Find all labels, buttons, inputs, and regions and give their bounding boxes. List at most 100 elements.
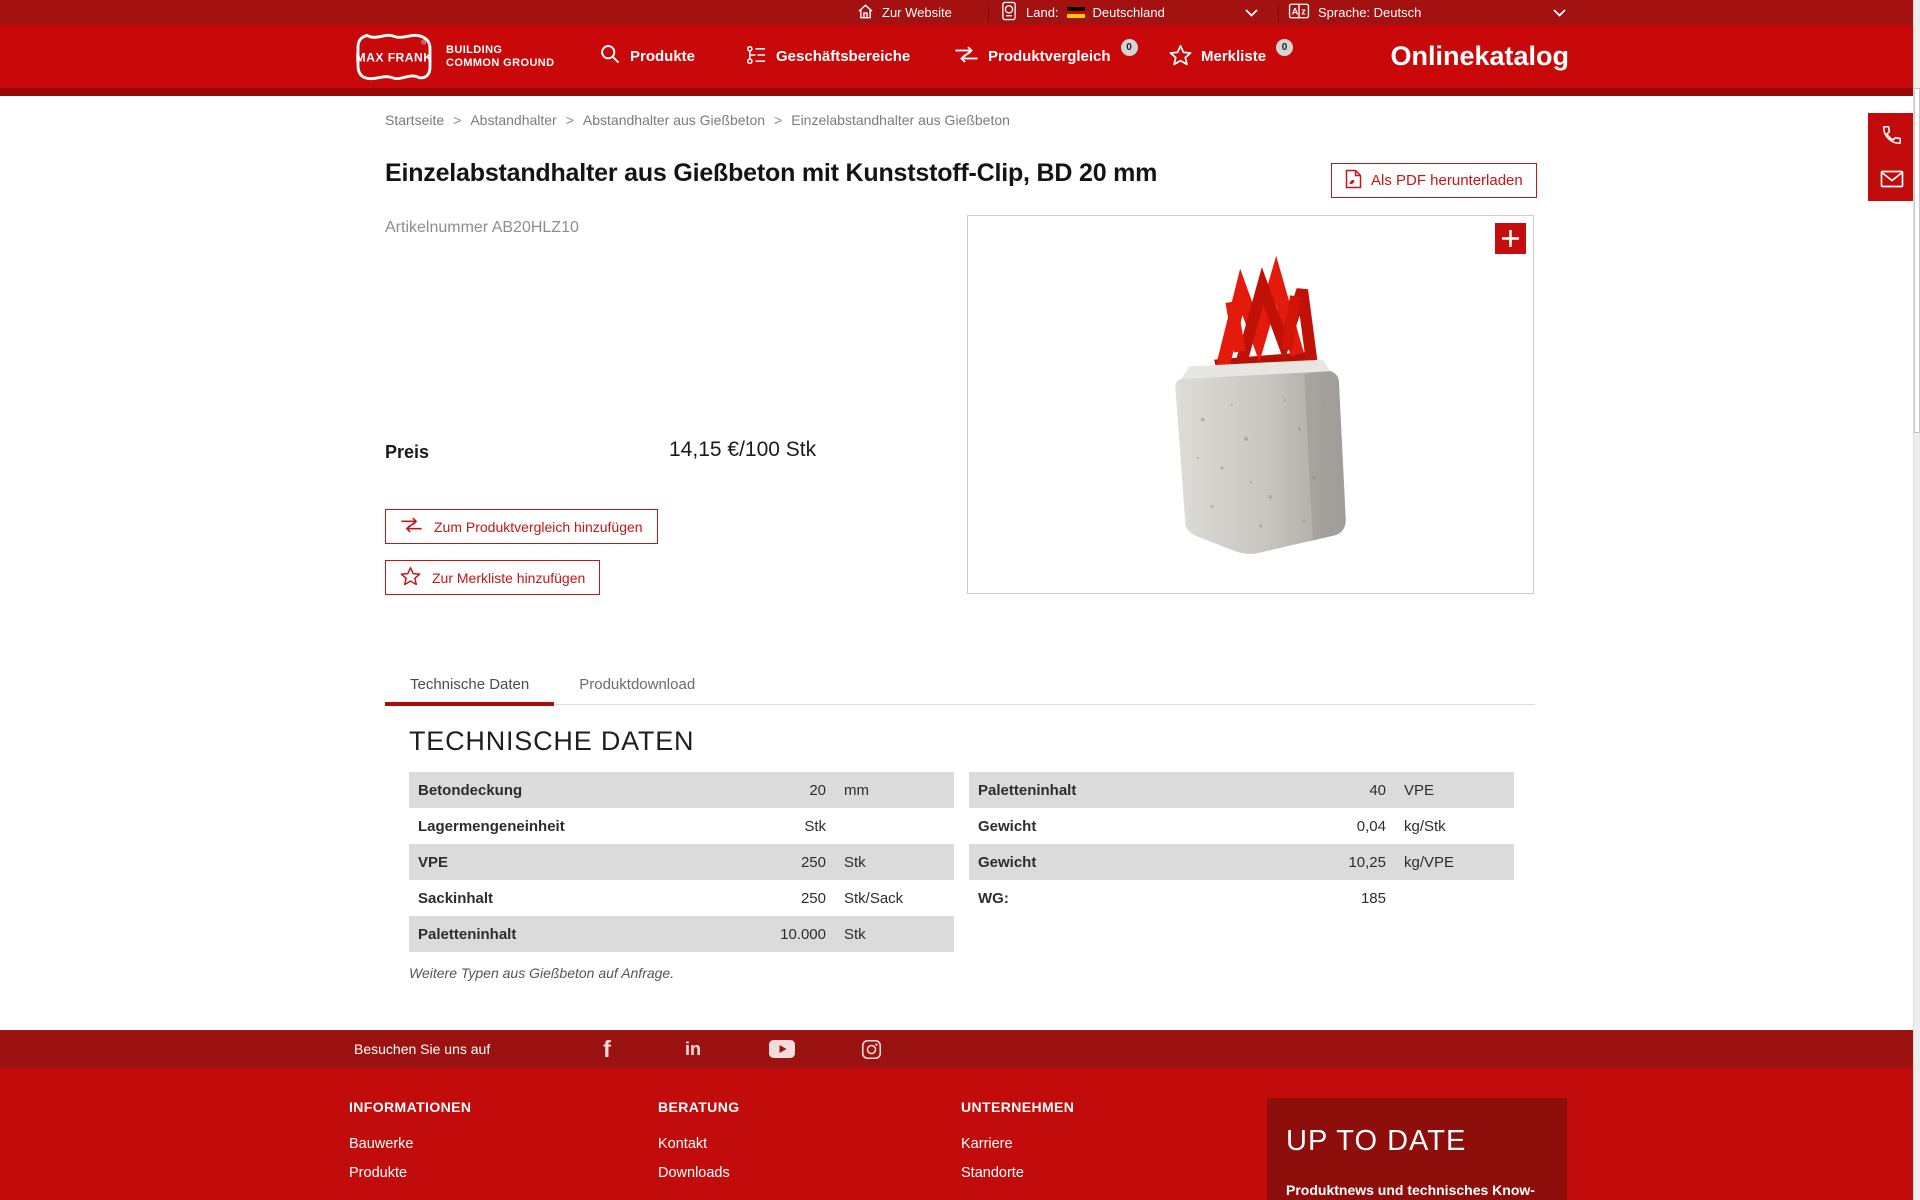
footer-col-informationen: INFORMATIONEN Bauwerke Produkte [349,1099,472,1181]
main-header: MAX FRANK ® BUILDING COMMON GROUND Produ… [0,25,1920,88]
table-row: Gewicht 10,25 kg/VPE [969,844,1514,880]
download-pdf-button[interactable]: Als PDF herunterladen [1331,163,1537,198]
tech-note: Weitere Typen aus Gießbeton auf Anfrage. [409,965,675,981]
detail-tabs: Technische Daten Produktdownload [385,665,1535,706]
breadcrumb-abstandhalter[interactable]: Abstandhalter [470,112,557,128]
flag-de-icon [1066,7,1085,18]
table-row: Betondeckung 20 mm [409,772,954,808]
star-icon [1169,44,1192,70]
price-label: Preis [385,442,430,462]
breadcrumb-giessbeton[interactable]: Abstandhalter aus Gießbeton [582,112,766,128]
footer-link-bauwerke[interactable]: Bauwerke [349,1136,414,1152]
footer-link-standorte[interactable]: Standorte [961,1165,1024,1181]
table-row: Sackinhalt 250 Stk/Sack [418,889,904,907]
footer-link-downloads[interactable]: Downloads [658,1165,730,1181]
breadcrumb-separator [774,112,782,128]
scrollbar-thumb[interactable] [1914,88,1920,433]
merkliste-count-badge: 0 [1276,39,1294,56]
footer-link-produkte[interactable]: Produkte [349,1165,408,1181]
footer-link-kontakt[interactable]: Kontakt [658,1136,708,1152]
logo-tagline: BUILDING COMMON GROUND [446,44,555,69]
max-frank-logo[interactable]: MAX FRANK ® BUILDING COMMON GROUND [353,30,554,84]
scrollbar[interactable] [1913,0,1920,1200]
table-row: Lagermengeneinheit Stk [418,817,826,835]
youtube-icon[interactable] [769,1030,795,1068]
article-number: Artikelnummer AB20HLZ10 [385,219,579,236]
up-to-date-box: UP TO DATE Produktnews und technisches K… [1267,1098,1567,1200]
logo-mark-icon: MAX FRANK ® [356,33,433,81]
phone-icon [1882,125,1901,145]
facebook-icon[interactable]: f [603,1035,611,1062]
home-icon [857,3,874,23]
search-icon [600,44,621,69]
tab-technische-daten[interactable]: Technische Daten [385,665,555,706]
table-row: Gewicht 0,04 kg/Stk [978,817,1446,835]
nav-produktvergleich[interactable]: Produktvergleich 0 [954,25,1138,88]
compare-count-badge: 0 [1120,39,1138,56]
product-photo [968,216,1533,593]
nav-geschaeftsbereiche[interactable]: Geschäftsbereiche [746,25,910,88]
footer-link-karriere[interactable]: Karriere [961,1136,1013,1152]
star-icon [400,566,421,589]
nav-merkliste[interactable]: Merkliste 0 [1169,25,1294,88]
svg-text:A: A [1292,7,1299,17]
header-accent-strip [0,88,1920,96]
nav-produkte[interactable]: Produkte [600,25,695,88]
breadcrumb-startseite[interactable]: Startseite [385,112,445,128]
svg-text:®: ® [421,38,426,46]
table-row: WG: 185 [978,889,1386,907]
tech-table-right: Paletteninhalt 40 VPE Gewicht 0,04 kg/Stk Ge… [969,772,1514,952]
language-label: Sprache: Deutsch [1318,5,1422,20]
uptodate-text: Produktnews und technisches Know- [1286,1182,1535,1198]
table-row: VPE 250 Stk [409,844,954,880]
page-title: Einzelabstandhalter aus Gießbeton mit Ku… [385,159,1158,187]
chevron-down-icon [1245,5,1258,20]
add-to-merkliste-button[interactable]: Zur Merkliste hinzufügen [385,560,601,595]
pdf-icon [1345,169,1362,193]
tab-produktdownload[interactable]: Produktdownload [579,676,696,693]
website-link[interactable]: Zur Website [857,0,952,25]
contact-panel [1868,113,1915,201]
image-zoom-button[interactable] [1495,223,1526,254]
table-row: Paletteninhalt 10.000 Stk [409,916,954,952]
divider [1278,3,1279,22]
country-label: Land: [1026,5,1059,20]
chevron-down-icon [1553,5,1566,20]
envelope-icon [1880,170,1903,188]
uptodate-heading: UP TO DATE [1286,1125,1467,1157]
compare-icon [400,517,423,536]
compare-icon [954,46,979,67]
linkedin-icon[interactable]: in [685,1038,701,1059]
table-row: Paletteninhalt 40 VPE [969,772,1514,808]
country-value: Deutschland [1092,5,1165,20]
breadcrumb-separator [566,112,574,128]
breadcrumb-current: Einzelabstandhalter aus Gießbeton [791,112,1010,128]
plus-icon [1502,230,1519,247]
technische-daten-section: TECHNISCHE DATEN Betondeckung 20 mm Lagerm… [409,726,1519,981]
svg-text:MAX FRANK: MAX FRANK [356,51,433,65]
footer-col-unternehmen: UNTERNEHMEN Karriere Standorte [961,1099,1075,1181]
org-chart-icon [746,45,767,69]
footer: INFORMATIONEN Bauwerke Produkte BERATUNG… [0,1068,1920,1200]
website-link-label: Zur Website [882,5,952,20]
tech-table-left: Betondeckung 20 mm Lagermengeneinheit Stk V… [409,772,954,952]
divider [988,3,989,22]
breadcrumb: Startseite Abstandhalter Abstandhalter a… [385,112,1010,128]
phone-contact-button[interactable] [1868,113,1915,157]
product-image-box [967,215,1534,594]
country-selector[interactable]: Land: Deutschland [1000,0,1258,25]
instagram-icon[interactable] [858,1030,884,1068]
email-contact-button[interactable] [1868,157,1915,201]
spacer-product-image [1174,255,1346,554]
footer-social-bar: Besuchen Sie uns auf f in [0,1030,1920,1068]
app-title: Onlinekatalog [1390,41,1569,71]
section-heading: TECHNISCHE DATEN [409,726,695,756]
add-to-compare-button[interactable]: Zum Produktvergleich hinzufügen [385,509,658,544]
social-label: Besuchen Sie uns auf [354,1041,491,1057]
passport-icon [1000,1,1018,24]
svg-text:z: z [1301,7,1306,17]
